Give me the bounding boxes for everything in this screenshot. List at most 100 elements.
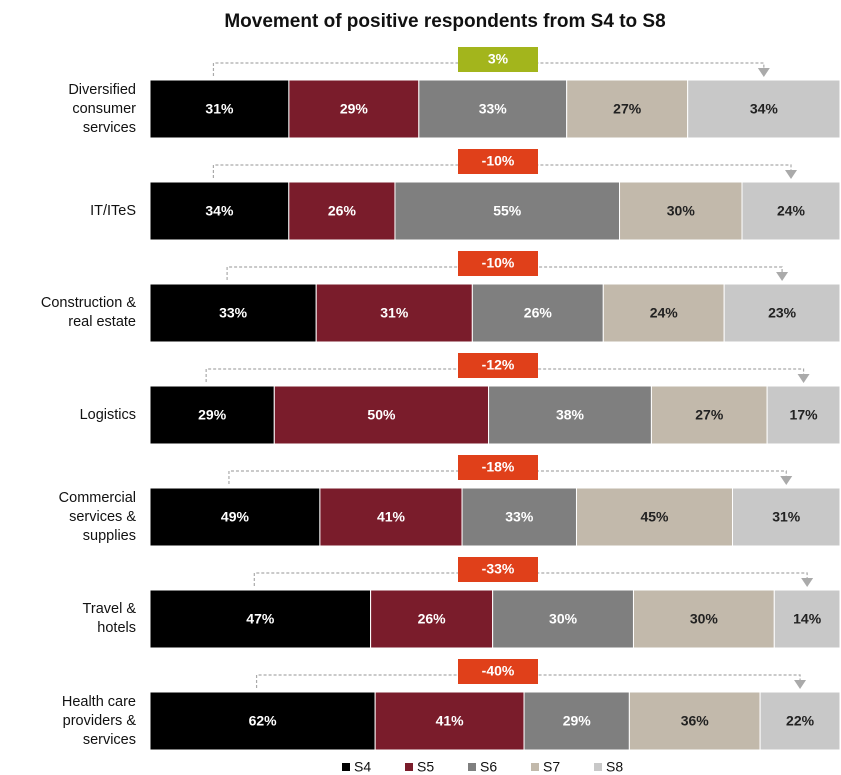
- bar-segment: [619, 181, 743, 241]
- bar-segment: [492, 589, 634, 649]
- bar-segment: [766, 385, 841, 445]
- bar-segment: [602, 283, 725, 343]
- value-label: 30%: [690, 611, 719, 627]
- change-arrow: [212, 62, 765, 76]
- value-label: 22%: [786, 713, 815, 729]
- bar-segment: [523, 691, 630, 751]
- value-label: 29%: [563, 713, 592, 729]
- value-label: 23%: [768, 305, 797, 321]
- category-label: Commercial services & supplies: [58, 489, 136, 544]
- value-label: 38%: [556, 407, 585, 423]
- bar-segment: [149, 283, 317, 343]
- bar-segment: [773, 589, 841, 649]
- bar-segment: [471, 283, 604, 343]
- change-badge: [458, 557, 538, 582]
- value-label: 41%: [377, 509, 406, 525]
- bar-segment: [687, 79, 841, 139]
- value-label: 14%: [793, 611, 822, 627]
- change-badge: [458, 455, 538, 480]
- bar-segment: [394, 181, 621, 241]
- value-label: 27%: [695, 407, 724, 423]
- category-label: Health care providers & services: [61, 693, 136, 748]
- change-badge: [458, 251, 538, 276]
- category-label: Diversified consumer services: [68, 81, 136, 136]
- change-badge: [458, 659, 538, 684]
- bar-segment: [488, 385, 652, 445]
- legend-label: S8: [606, 759, 623, 775]
- arrow-head: [776, 272, 789, 281]
- bar-segment: [418, 79, 568, 139]
- bar-segment: [288, 181, 396, 241]
- value-label: 31%: [205, 101, 234, 117]
- change-label: -10%: [482, 153, 515, 169]
- value-label: 33%: [479, 101, 508, 117]
- category-label: IT/ITeS: [90, 202, 136, 219]
- bar-segment: [759, 691, 841, 751]
- bar-segment: [566, 79, 689, 139]
- value-label: 31%: [380, 305, 409, 321]
- value-label: 36%: [681, 713, 710, 729]
- bar-segment: [374, 691, 525, 751]
- change-label: -10%: [482, 255, 515, 271]
- value-label: 50%: [367, 407, 396, 423]
- change-label: -40%: [482, 663, 515, 679]
- bar-segment: [741, 181, 841, 241]
- value-label: 33%: [219, 305, 248, 321]
- change-label: -12%: [482, 357, 515, 373]
- change-arrow: [253, 572, 808, 586]
- bar-segment: [315, 283, 473, 343]
- bar-segment: [723, 283, 841, 343]
- value-label: 41%: [436, 713, 465, 729]
- value-label: 17%: [790, 407, 819, 423]
- arrow-head: [785, 170, 798, 179]
- value-label: 24%: [650, 305, 679, 321]
- arrow-head: [794, 680, 807, 689]
- category-label: Travel & hotels: [82, 601, 136, 636]
- value-label: 45%: [640, 509, 669, 525]
- bar-segment: [461, 487, 577, 547]
- legend-swatch: [531, 763, 539, 771]
- bar-segment: [149, 181, 290, 241]
- legend-label: S5: [417, 759, 434, 775]
- value-label: 29%: [198, 407, 227, 423]
- bar-segment: [149, 691, 376, 751]
- bar-segment: [628, 691, 761, 751]
- legend-swatch: [405, 763, 413, 771]
- value-label: 34%: [750, 101, 779, 117]
- change-label: 3%: [488, 51, 509, 67]
- value-label: 33%: [505, 509, 534, 525]
- legend-label: S7: [543, 759, 560, 775]
- value-label: 30%: [549, 611, 578, 627]
- value-label: 26%: [418, 611, 447, 627]
- change-arrow: [255, 674, 801, 688]
- change-badge: [458, 149, 538, 174]
- legend-label: S6: [480, 759, 497, 775]
- bar-segment: [149, 589, 372, 649]
- value-label: 31%: [772, 509, 801, 525]
- arrow-head: [797, 374, 810, 383]
- bar-segment: [370, 589, 494, 649]
- value-label: 24%: [777, 203, 806, 219]
- bar-segment: [732, 487, 841, 547]
- arrow-head: [780, 476, 793, 485]
- arrow-head: [801, 578, 814, 587]
- bar-segment: [575, 487, 734, 547]
- value-label: 26%: [328, 203, 357, 219]
- value-label: 29%: [340, 101, 369, 117]
- category-label: Logistics: [79, 406, 136, 423]
- change-label: -33%: [482, 561, 515, 577]
- legend-swatch: [342, 763, 350, 771]
- bar-segment: [273, 385, 490, 445]
- bar-segment: [149, 385, 275, 445]
- value-label: 62%: [249, 713, 278, 729]
- value-label: 34%: [205, 203, 234, 219]
- value-label: 47%: [246, 611, 275, 627]
- change-label: -18%: [482, 459, 515, 475]
- bar-segment: [319, 487, 463, 547]
- arrow-head: [757, 68, 770, 77]
- value-label: 27%: [613, 101, 642, 117]
- change-badge: [458, 47, 538, 72]
- legend-swatch: [594, 763, 602, 771]
